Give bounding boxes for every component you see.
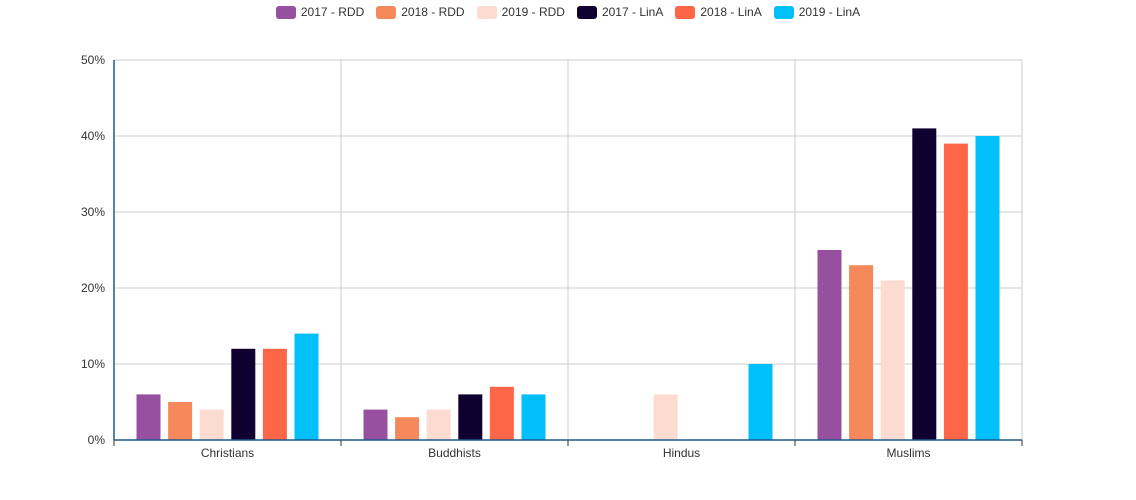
legend-label: 2017 - LinA (601, 5, 664, 19)
legend-label: 2018 - LinA (700, 5, 762, 19)
legend-swatch (275, 5, 296, 19)
legend-item[interactable]: 2018 - RDD (376, 5, 465, 19)
bar (458, 394, 483, 440)
x-tick-label: Christians (201, 446, 254, 460)
legend-swatch (376, 5, 397, 19)
x-tick-label: Muslims (887, 446, 931, 460)
legend-swatch (476, 5, 497, 19)
bar (943, 143, 968, 440)
chart-legend: 2017 - RDD 2018 - RDD 2019 - RDD 2017 - Lin… (0, 3, 1136, 21)
bar (426, 409, 451, 440)
legend-swatch (773, 5, 794, 19)
bar (849, 265, 874, 440)
legend-label: 2019 - RDD (501, 5, 565, 19)
legend-item[interactable]: 2019 - LinA (773, 5, 861, 19)
bar (880, 280, 905, 440)
legend-item[interactable]: 2017 - RDD (275, 5, 365, 19)
legend-swatch (675, 5, 696, 19)
bar (653, 394, 678, 440)
bar (262, 348, 287, 440)
y-tick-label: 30% (81, 205, 105, 219)
y-tick-label: 10% (81, 357, 105, 371)
bar (748, 364, 773, 440)
bar (231, 348, 256, 440)
y-tick-label: 40% (81, 129, 105, 143)
legend-swatch (576, 5, 597, 19)
bar (199, 409, 224, 440)
bar (136, 394, 161, 440)
bar (395, 417, 420, 440)
x-tick-label: Buddhists (428, 446, 481, 460)
legend-item[interactable]: 2019 - RDD (476, 5, 565, 19)
y-tick-label: 0% (88, 433, 106, 447)
bar (817, 250, 842, 440)
legend-item[interactable]: 2017 - LinA (576, 5, 664, 19)
x-tick-label: Hindus (663, 446, 700, 460)
bar (489, 386, 514, 440)
legend-label: 2017 - RDD (300, 5, 365, 19)
bar (521, 394, 546, 440)
legend-item[interactable]: 2018 - LinA (675, 5, 762, 19)
bar (294, 333, 319, 440)
bar (168, 402, 193, 440)
bar (912, 128, 937, 440)
legend-label: 2019 - LinA (798, 5, 861, 19)
y-tick-label: 20% (81, 281, 105, 295)
bar (975, 136, 1000, 440)
y-tick-label: 50% (81, 53, 105, 67)
bar (363, 409, 388, 440)
legend-label: 2018 - RDD (401, 5, 465, 19)
